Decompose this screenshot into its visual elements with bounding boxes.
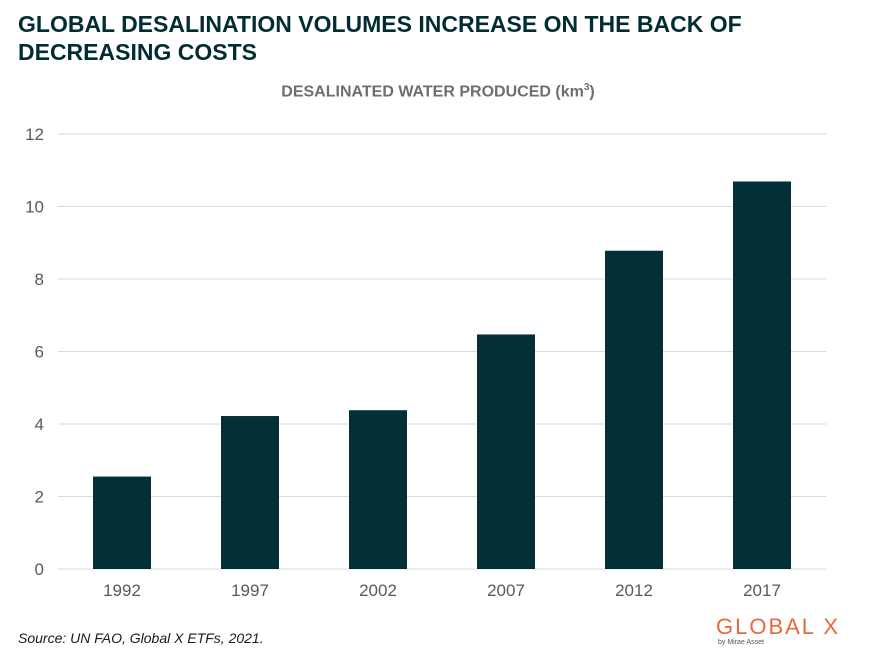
y-tick-label: 10: [25, 198, 44, 217]
subtitle-superscript: 3: [583, 82, 590, 93]
x-tick-label: 1992: [103, 581, 141, 600]
y-tick-label: 2: [35, 488, 44, 507]
x-tick-label: 1997: [231, 581, 269, 600]
x-tick-label: 2007: [487, 581, 525, 600]
source-note: Source: UN FAO, Global X ETFs, 2021.: [18, 630, 264, 646]
logo-wordmark: GLOBAL X: [716, 614, 841, 639]
x-tick-label: 2017: [743, 581, 781, 600]
subtitle-suffix: ): [589, 83, 595, 101]
bar: [349, 410, 407, 569]
x-tick-label: 2012: [615, 581, 653, 600]
y-tick-label: 8: [35, 270, 44, 289]
bar: [733, 181, 791, 570]
logo-tagline: by Mirae Asset: [718, 639, 764, 646]
bar: [605, 250, 663, 569]
bar: [93, 476, 151, 569]
y-tick-label: 6: [35, 343, 44, 362]
bar: [221, 416, 279, 569]
chart-subtitle: DESALINATED WATER PRODUCED (km3): [0, 82, 876, 101]
y-tick-label: 4: [35, 415, 44, 434]
subtitle-text: DESALINATED WATER PRODUCED (km: [281, 83, 584, 101]
bar: [477, 334, 535, 569]
y-tick-label: 0: [35, 560, 44, 579]
chart-title: GLOBAL DESALINATION VOLUMES INCREASE ON …: [18, 11, 742, 65]
x-tick-label: 2002: [359, 581, 397, 600]
global-x-logo: GLOBAL X by Mirae Asset: [716, 616, 856, 647]
y-tick-label: 12: [25, 125, 44, 144]
